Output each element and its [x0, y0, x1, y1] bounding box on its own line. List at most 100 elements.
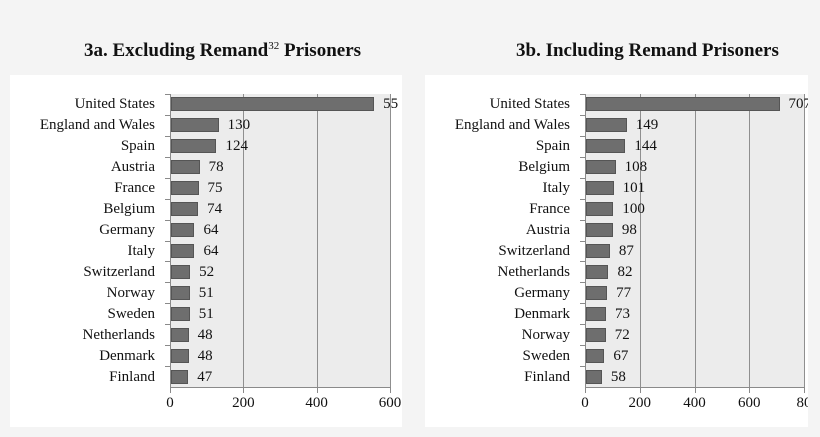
value-label: 52: [199, 263, 215, 280]
y-tick: [580, 261, 586, 263]
y-tick: [165, 219, 171, 221]
x-tick-label: 400: [683, 395, 706, 411]
value-label: 74: [207, 201, 223, 218]
x-tick: [243, 387, 245, 393]
category-label: Austria: [525, 222, 570, 239]
category-label: Finland: [524, 368, 570, 385]
bar: [171, 223, 195, 238]
bar: [171, 139, 217, 154]
x-tick-label: 200: [628, 395, 652, 411]
x-tick: [804, 387, 805, 393]
value-label: 98: [621, 222, 637, 239]
bar: [586, 118, 627, 133]
category-label: Italy: [542, 180, 571, 197]
bar: [171, 369, 189, 384]
bar: [586, 369, 602, 384]
y-tick: [580, 219, 586, 221]
category-label: United States: [74, 96, 155, 113]
value-label: 87: [618, 242, 634, 259]
gridline: [804, 94, 805, 387]
y-tick: [580, 282, 586, 284]
category-label: Sweden: [107, 305, 156, 322]
bar: [586, 243, 610, 258]
bar: [586, 202, 614, 217]
value-label: 67: [613, 347, 629, 364]
gridline: [243, 94, 245, 387]
bar: [171, 118, 219, 133]
bar: [586, 348, 605, 363]
plot-area: [165, 94, 391, 393]
bar: [586, 264, 609, 279]
gridline: [749, 94, 751, 387]
value-label: 73: [614, 305, 630, 322]
bar: [586, 306, 606, 321]
chart-title-3b: 3b. Including Remand Prisoners: [516, 40, 779, 61]
value-label: 64: [203, 242, 219, 259]
category-label: Finland: [109, 368, 155, 385]
x-tick-label: 600: [378, 395, 402, 411]
chart-clip: 0 200 400 600 55 130 124 78 75 74 64 64 52 51 51 48 48 47: [0, 0, 402, 437]
bar: [586, 139, 626, 154]
x-tick-label: 600: [738, 395, 761, 411]
value-label: 707: [788, 96, 808, 113]
bar: [586, 327, 606, 342]
gridline: [694, 94, 696, 387]
y-tick: [165, 303, 171, 305]
x-tick-label: 0: [581, 395, 589, 411]
category-label: Switzerland: [83, 263, 155, 280]
category-label: Denmark: [514, 305, 570, 322]
bar: [171, 243, 195, 258]
category-label: Norway: [106, 284, 155, 301]
value-label: 108: [624, 159, 648, 176]
gridline: [639, 94, 641, 387]
x-tick-label: 400: [305, 395, 328, 411]
category-label: Germany: [514, 284, 570, 301]
y-tick: [165, 366, 171, 368]
x-tick: [749, 387, 751, 393]
bar: [171, 160, 200, 175]
category-label: Spain: [535, 138, 570, 155]
value-label: 149: [635, 117, 659, 134]
x-tick: [585, 387, 586, 393]
x-tick: [170, 387, 171, 393]
y-tick: [165, 156, 171, 158]
x-tick: [639, 387, 641, 393]
y-tick: [580, 94, 586, 95]
chart-title-3a-suffix: Prisoners: [283, 40, 362, 61]
category-label: England and Wales: [454, 117, 570, 134]
x-tick-label: 80: [796, 395, 809, 411]
category-label: France: [114, 180, 155, 197]
category-label: Italy: [127, 242, 156, 259]
value-label: 72: [614, 326, 630, 343]
y-tick: [165, 177, 171, 179]
gridline: [390, 94, 391, 387]
y-tick: [580, 345, 586, 347]
chart-title-3a: 3a. Excluding Remand32 Prisoners: [84, 40, 361, 62]
bar: [171, 202, 199, 217]
x-tick-label: 200: [232, 395, 255, 411]
value-label: 130: [227, 117, 251, 134]
bar: [171, 181, 199, 196]
value-label: 64: [203, 222, 219, 239]
bar: [171, 306, 190, 321]
bar: [586, 285, 608, 300]
value-label: 75: [207, 180, 223, 197]
x-tick: [316, 387, 318, 393]
category-label: Belgium: [518, 159, 570, 176]
y-tick: [165, 135, 171, 137]
category-label: Switzerland: [498, 242, 570, 259]
gridline: [316, 94, 318, 387]
bar: [171, 264, 191, 279]
y-tick: [165, 345, 171, 347]
y-tick: [580, 114, 586, 116]
y-tick: [165, 240, 171, 242]
y-tick: [165, 282, 171, 284]
x-tick: [694, 387, 696, 393]
bar: [171, 97, 375, 112]
category-label: France: [529, 201, 570, 218]
category-label: Netherlands: [82, 326, 155, 343]
x-tick-label: 0: [166, 395, 174, 411]
bar: [586, 181, 614, 196]
value-label: 100: [622, 201, 645, 218]
